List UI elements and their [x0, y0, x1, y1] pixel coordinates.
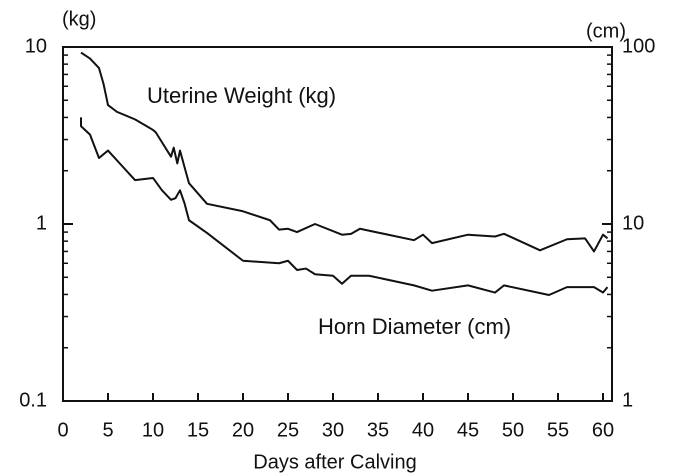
- x-tick-label: 0: [57, 419, 68, 441]
- annotation: Horn Diameter (cm): [318, 314, 511, 339]
- x-tick-label: 50: [502, 419, 524, 441]
- y-tick-label: 1: [36, 212, 47, 234]
- y-axis-label: (kg): [62, 8, 96, 30]
- x-tick-label: 60: [592, 419, 614, 441]
- y2-tick-label: 1: [622, 389, 633, 411]
- x-tick-label: 40: [412, 419, 434, 441]
- x-tick-label: 20: [232, 419, 254, 441]
- x-tick-label: 10: [142, 419, 164, 441]
- x-tick-label: 5: [102, 419, 113, 441]
- x-tick-label: 25: [277, 419, 299, 441]
- y2-axis-label: (cm): [586, 20, 626, 42]
- x-tick-label: 15: [187, 419, 209, 441]
- series-line: [80, 117, 609, 297]
- y-tick-label: 0.1: [19, 389, 47, 411]
- series-line: [80, 51, 609, 253]
- x-tick-label: 35: [367, 419, 389, 441]
- x-axis-label: Days after Calving: [253, 451, 416, 473]
- y2-tick-label: 100: [622, 35, 655, 57]
- annotation: Uterine Weight (kg): [147, 83, 336, 108]
- plot-frame: [62, 46, 613, 402]
- x-tick-label: 45: [457, 419, 479, 441]
- x-tick-label: 30: [322, 419, 344, 441]
- y-tick-label: 10: [25, 35, 47, 57]
- x-tick-label: 55: [547, 419, 569, 441]
- y2-tick-label: 10: [622, 212, 644, 234]
